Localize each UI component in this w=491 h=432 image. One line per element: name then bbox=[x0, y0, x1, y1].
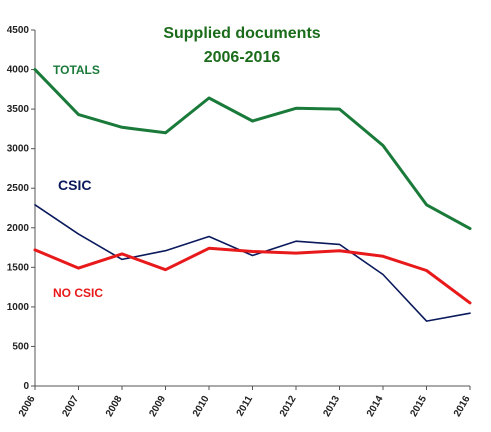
series-label-no-csic: NO CSIC bbox=[53, 286, 103, 300]
x-tick-label: 2010 bbox=[191, 394, 212, 419]
y-tick-label: 0 bbox=[23, 381, 29, 392]
y-tick-label: 3000 bbox=[7, 144, 30, 155]
chart-title-line2: 2006-2016 bbox=[204, 49, 281, 66]
y-tick-label: 1500 bbox=[7, 262, 30, 273]
x-tick-label: 2014 bbox=[365, 394, 386, 419]
x-tick-label: 2016 bbox=[452, 394, 473, 419]
x-tick-label: 2013 bbox=[321, 394, 342, 419]
x-tick-label: 2009 bbox=[147, 394, 168, 419]
chart-title-line1: Supplied documents bbox=[163, 25, 320, 42]
x-tick-label: 2015 bbox=[408, 394, 429, 419]
series-lines bbox=[33, 68, 472, 322]
y-tick-label: 2000 bbox=[7, 223, 30, 234]
axes: 0 500 1000 1500 2000 2500 3000 3500 4000 4500 2006… bbox=[7, 25, 473, 419]
y-tick-label: 2500 bbox=[7, 183, 30, 194]
y-tick-label: 4000 bbox=[7, 65, 30, 76]
y-tick-label: 3500 bbox=[7, 104, 30, 115]
series-label-totals: TOTALS bbox=[53, 63, 100, 77]
y-tick-label: 4500 bbox=[7, 25, 30, 36]
y-tick-label: 1000 bbox=[7, 302, 30, 313]
x-tick-label: 2012 bbox=[278, 394, 299, 419]
y-tick-label: 500 bbox=[12, 341, 29, 352]
x-tick-label: 2008 bbox=[104, 394, 125, 419]
x-tick-label: 2011 bbox=[235, 394, 256, 419]
series-label-csic: CSIC bbox=[58, 177, 91, 193]
x-tick-label: 2007 bbox=[60, 394, 81, 419]
series-line-totals bbox=[33, 68, 472, 231]
series-labels: TOTALS CSIC NO CSIC bbox=[53, 63, 103, 300]
x-tick-label: 2006 bbox=[17, 394, 38, 419]
